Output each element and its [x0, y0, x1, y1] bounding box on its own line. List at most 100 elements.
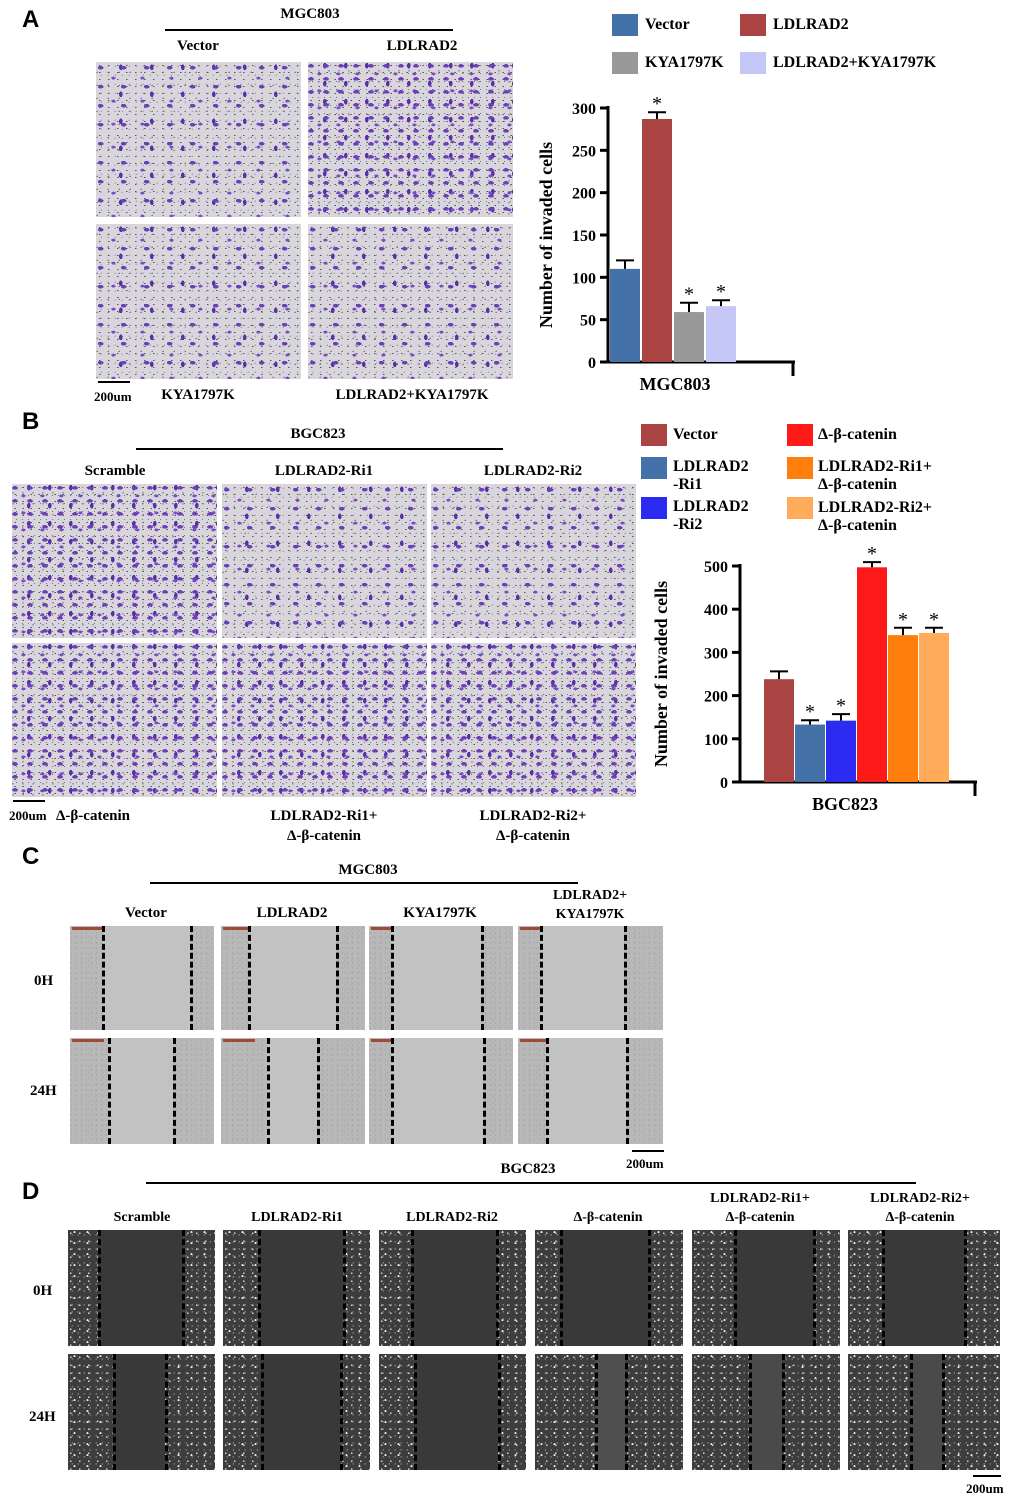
chart-b-y-tick-label-5: 500 — [704, 559, 728, 576]
chart-b-significance-5: * — [929, 609, 939, 631]
chart-a-y-tick-label-6: 300 — [572, 101, 596, 118]
panel-d-label-ri1-delta: LDLRAD2-Ri1+ Δ-β-catenin — [710, 1191, 810, 1225]
chart-b-bar-5 — [919, 632, 949, 782]
legend-b-swatch-3 — [787, 457, 813, 479]
chart-b-category-label: BGC823 — [812, 794, 878, 814]
wound-image-c-kya1797k-24h — [369, 1038, 513, 1144]
legend-b-swatch-0 — [641, 424, 667, 446]
panel-b-header-line — [136, 448, 503, 450]
chart-a-significance-1: * — [652, 93, 662, 115]
wound-image-d-ri2-delta-24h — [848, 1354, 1000, 1470]
panel-b-cell-line: BGC823 — [290, 426, 346, 442]
chart-b-bar-2 — [826, 720, 856, 782]
wound-image-d-ri1-0h — [223, 1230, 370, 1346]
chart-b-y-tick-label-2: 200 — [704, 689, 728, 706]
panel-d-row-24h: 24H — [29, 1409, 56, 1425]
legend-b-label-3: LDLRAD2-Ri1+ Δ-β-catenin — [818, 458, 933, 493]
scale-bar-a — [98, 381, 130, 383]
chart-a-bar-0 — [610, 268, 640, 362]
panel-c-row-0h: 0H — [34, 973, 54, 989]
wound-image-d-ri1-24h — [223, 1354, 370, 1470]
panel-b-label-scramble: Scramble — [84, 463, 146, 479]
legend-b-label-1: Δ-β-catenin — [818, 426, 897, 443]
chart-a-bar-3 — [706, 306, 736, 362]
invasion-image-ri2-delta — [431, 643, 636, 797]
scale-bar-d — [973, 1475, 1001, 1477]
panel-letter-d: D — [22, 1178, 40, 1205]
chart-b-bar-1 — [795, 724, 825, 782]
legend-a-label-2: KYA1797K — [645, 54, 724, 71]
panel-letter-b: B — [22, 408, 40, 435]
legend-b-swatch-5 — [787, 497, 813, 519]
scale-label-d: 200um — [966, 1481, 1004, 1496]
panel-letter-a: A — [22, 6, 40, 33]
panel-b-label-ri1: LDLRAD2-Ri1 — [274, 463, 374, 479]
legend-a-swatch-2 — [612, 52, 638, 74]
chart-b-significance-1: * — [805, 701, 815, 723]
legend-a-label-1: LDLRAD2 — [773, 16, 849, 33]
chart-b-significance-3: * — [867, 543, 877, 565]
chart-b-bar-3 — [857, 567, 887, 782]
panel-b-label-ri2-delta: LDLRAD2-Ri2+ Δ-β-catenin — [479, 808, 587, 844]
chart-a-bar-1 — [642, 119, 672, 362]
wound-image-d-delta-24h — [535, 1354, 683, 1470]
scale-bar-b — [13, 800, 45, 802]
chart-a-y-tick-label-1: 50 — [580, 313, 596, 330]
legend-a-swatch-1 — [740, 14, 766, 36]
panel-c-label-kya1797k: KYA1797K — [403, 905, 477, 921]
bar-chart-b: 0 100 200 300 400 500 Number of invaded cells B… — [651, 543, 977, 814]
legend-a-swatch-0 — [612, 14, 638, 36]
wound-image-c-vector-0h — [70, 926, 214, 1030]
chart-b-significance-2: * — [836, 695, 846, 717]
panel-d-header-line — [146, 1182, 916, 1184]
panel-c-cell-line: MGC803 — [338, 862, 398, 878]
panel-a-cell-line: MGC803 — [280, 6, 340, 22]
wound-image-d-ri2-0h — [379, 1230, 526, 1346]
wound-image-d-ri1-delta-24h — [692, 1354, 840, 1470]
chart-b-bar-4 — [888, 635, 918, 782]
invasion-image-vector — [96, 62, 301, 217]
scale-label-a: 200um — [94, 389, 132, 404]
chart-a-y-tick-label-5: 250 — [572, 143, 596, 160]
chart-a-significance-3: * — [716, 281, 726, 303]
chart-a-y-tick-label-2: 100 — [572, 270, 596, 287]
chart-b-y-tick-label-4: 400 — [704, 602, 728, 619]
panel-c-label-vector: Vector — [125, 905, 167, 921]
legend-a-swatch-3 — [740, 52, 766, 74]
chart-a-y-axis-title: Number of invaded cells — [536, 142, 556, 328]
wound-image-d-ri1-delta-0h — [692, 1230, 840, 1346]
panel-d-label-ri1: LDLRAD2-Ri1 — [251, 1210, 343, 1225]
chart-a-bar-2 — [674, 312, 704, 362]
scale-label-c: 200um — [626, 1156, 664, 1171]
bar-chart-a: 0 50 100 150 200 250 300 Number of invaded cell… — [536, 93, 795, 394]
invasion-image-ri1-delta — [222, 643, 427, 797]
legend-b-label-4: LDLRAD2 -Ri2 — [673, 498, 749, 533]
chart-a-y-tick-label-4: 200 — [572, 186, 596, 203]
chart-a-y-tick-label-3: 150 — [572, 228, 596, 245]
panel-c-header-line — [150, 882, 578, 884]
legend-b-label-5: LDLRAD2-Ri2+ Δ-β-catenin — [818, 499, 933, 534]
panel-b-label-ri2: LDLRAD2-Ri2 — [483, 463, 583, 479]
panel-a-label-vector: Vector — [177, 38, 219, 54]
panel-c-label-ldlrad2: LDLRAD2 — [256, 905, 328, 921]
wound-image-c-ldlrad2-24h — [221, 1038, 365, 1144]
chart-a-category-label: MGC803 — [640, 374, 711, 394]
legend-b-swatch-4 — [641, 497, 667, 519]
wound-image-d-scramble-24h — [68, 1354, 215, 1470]
wound-image-c-combo-24h — [518, 1038, 663, 1144]
legend-a-label-3: LDLRAD2+KYA1797K — [773, 54, 937, 71]
legend-b-label-2: LDLRAD2 -Ri1 — [673, 458, 749, 493]
chart-a-y-tick-label-0: 0 — [588, 355, 596, 372]
panel-d-label-ri2-delta: LDLRAD2-Ri2+ Δ-β-catenin — [870, 1191, 970, 1225]
panel-d-row-0h: 0H — [33, 1283, 53, 1299]
wound-image-c-kya1797k-0h — [369, 926, 513, 1030]
chart-b-y-tick-label-3: 300 — [704, 645, 728, 662]
panel-b-label-delta: Δ-β-catenin — [56, 808, 130, 824]
wound-image-d-scramble-0h — [68, 1230, 215, 1346]
legend-b-swatch-2 — [641, 457, 667, 479]
panel-d-cell-line: BGC823 — [500, 1161, 556, 1177]
invasion-image-scramble — [12, 484, 217, 638]
panel-d-label-delta: Δ-β-catenin — [573, 1210, 643, 1225]
chart-b-y-tick-label-0: 0 — [720, 775, 728, 792]
invasion-image-kya1797k — [96, 224, 301, 379]
